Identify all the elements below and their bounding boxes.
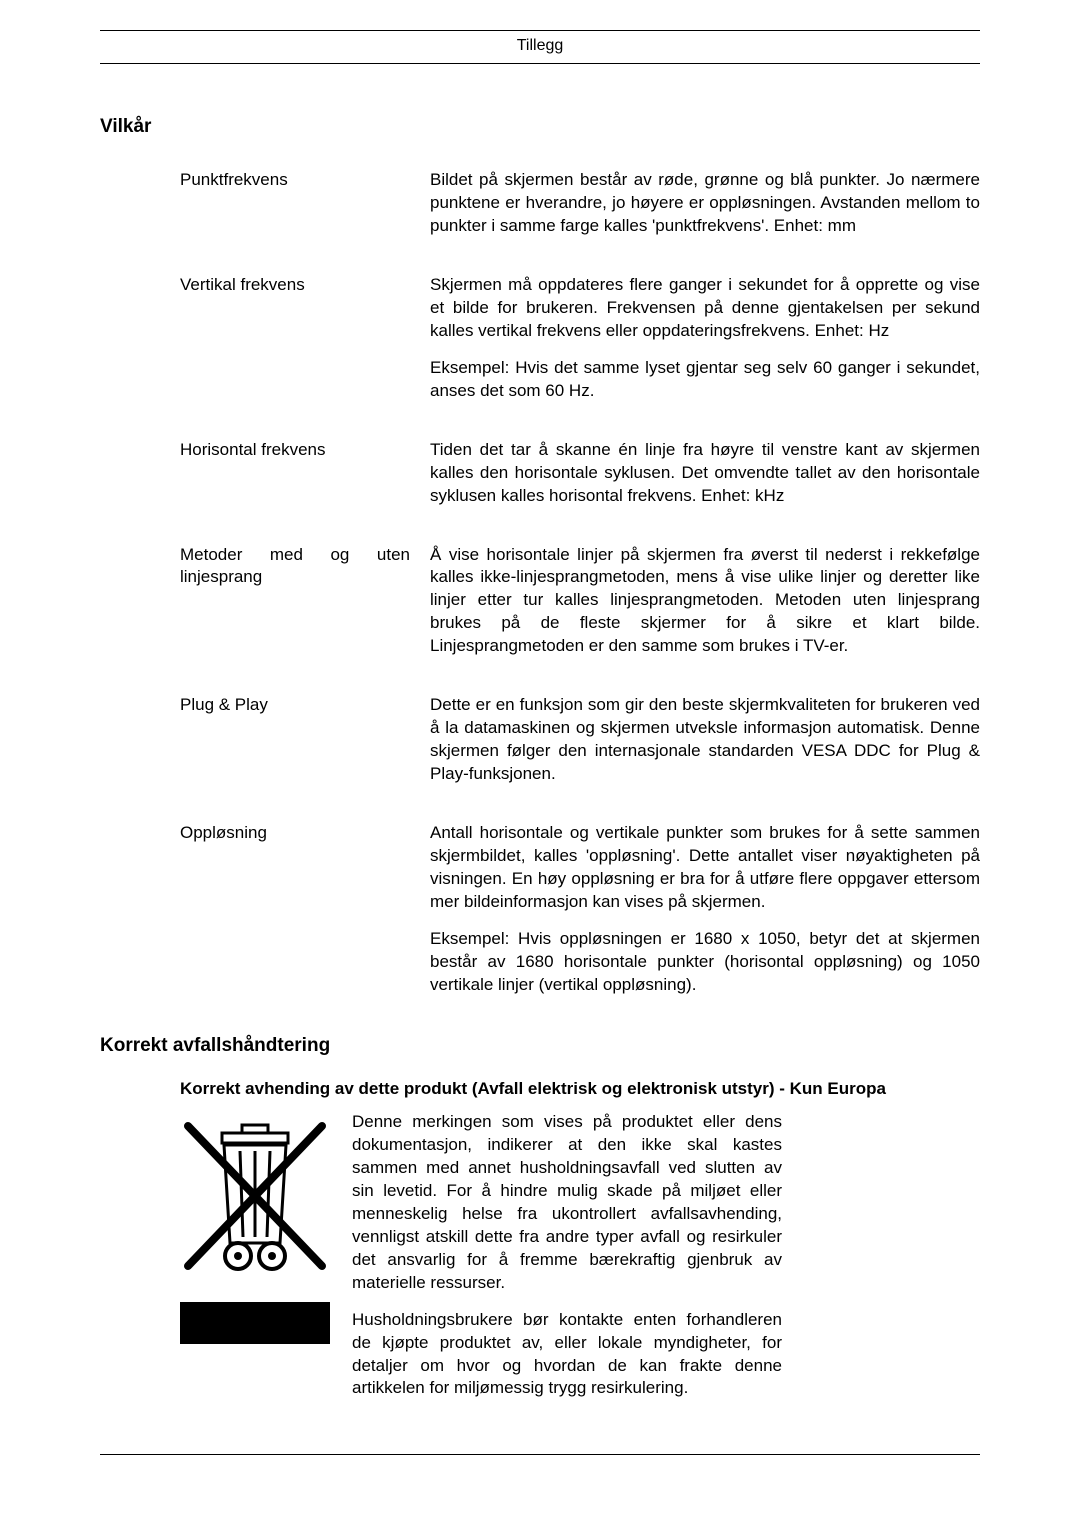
header-title: Tillegg [517, 37, 564, 54]
term-description: Bildet på skjermen består av røde, grønn… [430, 169, 980, 252]
term-paragraph: Å vise horisontale linjer på skjermen fr… [430, 544, 980, 659]
disposal-heading: Korrekt avhending av dette produkt (Avfa… [180, 1078, 980, 1101]
term-paragraph: Dette er en funksjon som gir den beste s… [430, 694, 980, 786]
section-vilkar-title: Vilkår [100, 114, 980, 140]
disposal-paragraph: Husholdningsbrukere bør kontakte enten f… [352, 1309, 782, 1401]
term-description: Antall horisontale og vertikale punkter … [430, 822, 980, 1011]
term-label: Metoder med og uten linjesprang [180, 544, 430, 673]
weee-bin-icon [180, 1111, 330, 1288]
term-row: OppløsningAntall horisontale og vertikal… [180, 822, 980, 1011]
term-label: Vertikal frekvens [180, 274, 430, 417]
terms-list: PunktfrekvensBildet på skjermen består a… [180, 169, 980, 1010]
term-paragraph: Eksempel: Hvis det samme lyset gjentar s… [430, 357, 980, 403]
term-row: Metoder med og uten linjesprangÅ vise ho… [180, 544, 980, 673]
section-disposal-title: Korrekt avfallshåndtering [100, 1033, 980, 1059]
term-label: Horisontal frekvens [180, 439, 430, 522]
term-paragraph: Bildet på skjermen består av røde, grønn… [430, 169, 980, 238]
term-paragraph: Skjermen må oppdateres flere ganger i se… [430, 274, 980, 343]
term-label: Oppløsning [180, 822, 430, 1011]
term-label: Plug & Play [180, 694, 430, 800]
disposal-icons [180, 1111, 330, 1414]
term-description: Å vise horisontale linjer på skjermen fr… [430, 544, 980, 673]
black-bar-icon [180, 1302, 330, 1344]
disposal-block: Korrekt avhending av dette produkt (Avfa… [180, 1078, 980, 1414]
term-paragraph: Antall horisontale og vertikale punkter … [430, 822, 980, 914]
term-description: Skjermen må oppdateres flere ganger i se… [430, 274, 980, 417]
term-row: PunktfrekvensBildet på skjermen består a… [180, 169, 980, 252]
term-description: Tiden det tar å skanne én linje fra høyr… [430, 439, 980, 522]
term-row: Horisontal frekvensTiden det tar å skann… [180, 439, 980, 522]
page-header: Tillegg [100, 30, 980, 57]
term-label: Punktfrekvens [180, 169, 430, 252]
term-paragraph: Tiden det tar å skanne én linje fra høyr… [430, 439, 980, 508]
term-row: Plug & PlayDette er en funksjon som gir … [180, 694, 980, 800]
term-row: Vertikal frekvensSkjermen må oppdateres … [180, 274, 980, 417]
term-paragraph: Eksempel: Hvis oppløsningen er 1680 x 10… [430, 928, 980, 997]
header-rule [100, 63, 980, 64]
footer-rule [100, 1454, 980, 1455]
term-description: Dette er en funksjon som gir den beste s… [430, 694, 980, 800]
disposal-text: Denne merkingen som vises på produktet e… [352, 1111, 782, 1414]
disposal-paragraph: Denne merkingen som vises på produktet e… [352, 1111, 782, 1295]
